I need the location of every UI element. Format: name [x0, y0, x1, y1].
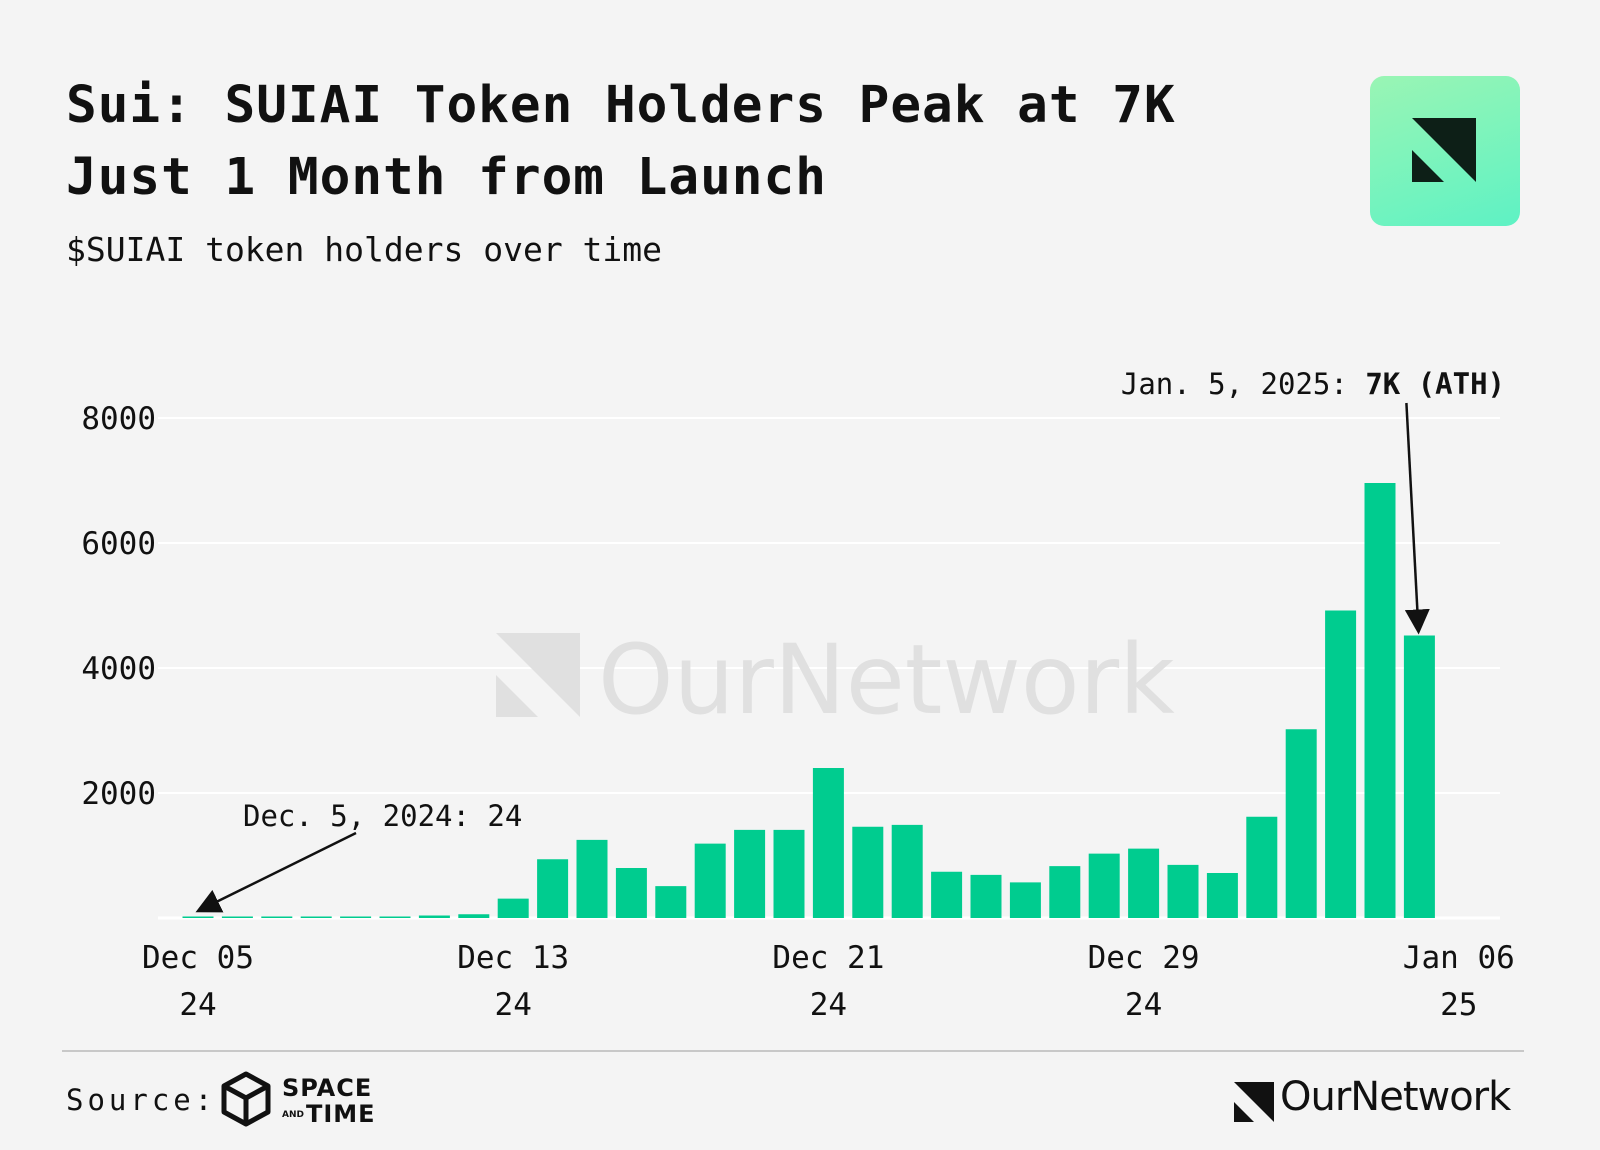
- watermark-text: OurNetwork: [598, 624, 1175, 736]
- ournetwork-footer-mark-icon: [1234, 1082, 1274, 1122]
- bar: [221, 916, 253, 918]
- bars: [182, 483, 1435, 918]
- x-tick-label: Dec 05: [142, 940, 254, 976]
- bar: [970, 874, 1002, 918]
- space-and-time-brand-and: AND: [282, 1110, 304, 1120]
- bar: [1128, 848, 1160, 918]
- watermark: OurNetwork: [496, 624, 1175, 736]
- y-tick-label: 2000: [81, 776, 156, 812]
- space-and-time-brand-time: TIME: [306, 1100, 376, 1128]
- ournetwork-footer-text: OurNetwork: [1280, 1074, 1511, 1120]
- ournetwork-footer-logo: OurNetwork: [1232, 1074, 1532, 1130]
- bar: [1285, 729, 1317, 918]
- annotation-peak: Jan. 5, 2025: 7K (ATH): [1121, 367, 1505, 401]
- space-and-time-logo: SPACE AND TIME: [220, 1070, 390, 1130]
- x-axis-ticks: Dec 05 24 Dec 13 24 Dec 21 24 Dec 29 24 Jan 06 25: [142, 940, 1515, 1023]
- x-tick-year-label: 24: [179, 987, 216, 1023]
- bar: [1325, 610, 1357, 918]
- y-tick-label: 8000: [81, 401, 156, 437]
- bar: [261, 916, 293, 918]
- chart-subtitle: $SUIAI token holders over time: [66, 230, 663, 269]
- bar: [773, 829, 805, 918]
- bar: [379, 916, 411, 918]
- ournetwork-mark-icon: [1412, 118, 1476, 182]
- chart-title: Sui: SUIAI Token Holders Peak at 7K Just…: [66, 70, 1326, 214]
- x-tick-year-label: 24: [810, 987, 847, 1023]
- y-tick-label: 6000: [81, 526, 156, 562]
- footer-divider: [62, 1050, 1524, 1052]
- bar: [576, 839, 608, 918]
- bar: [182, 916, 214, 918]
- bar: [615, 868, 647, 918]
- bar: [1246, 816, 1278, 918]
- source-label: Source:: [66, 1083, 217, 1117]
- bar: [812, 768, 844, 918]
- bar: [852, 826, 884, 918]
- x-tick-year-label: 25: [1440, 987, 1477, 1023]
- bar: [1049, 866, 1081, 918]
- bar: [300, 916, 332, 918]
- bar: [891, 824, 923, 918]
- bar: [931, 871, 963, 918]
- bar: [458, 914, 490, 918]
- x-tick-year-label: 24: [495, 987, 532, 1023]
- annotation-start: Dec. 5, 2024: 24: [243, 799, 522, 833]
- y-tick-label: 4000: [81, 651, 156, 687]
- bar: [1009, 882, 1041, 918]
- bar: [734, 829, 766, 918]
- bar: [497, 898, 529, 918]
- bar: [1364, 483, 1396, 918]
- bar: [694, 843, 726, 918]
- ournetwork-badge-logo: [1370, 76, 1520, 226]
- x-tick-label: Jan 06: [1403, 940, 1515, 976]
- space-and-time-cube-icon: [221, 1071, 271, 1127]
- annotation-start-arrow: [195, 831, 357, 913]
- x-tick-label: Dec 13: [457, 940, 569, 976]
- bar: [1206, 873, 1238, 918]
- watermark-mark-icon-lower: [496, 675, 538, 717]
- bar: [340, 916, 372, 918]
- bar: [418, 915, 450, 918]
- annotation-peak-arrow: [1404, 402, 1430, 635]
- title-line-2: Just 1 Month from Launch: [66, 148, 827, 207]
- space-and-time-brand-space: SPACE: [282, 1074, 373, 1102]
- watermark-mark-icon: [496, 633, 580, 717]
- bar: [537, 859, 569, 918]
- y-axis-ticks: 2000 4000 6000 8000: [81, 401, 156, 812]
- bar: [1088, 853, 1120, 918]
- x-tick-label: Dec 29: [1088, 940, 1200, 976]
- x-tick-label: Dec 21: [772, 940, 884, 976]
- bar: [655, 886, 687, 918]
- title-line-1: Sui: SUIAI Token Holders Peak at 7K: [66, 76, 1176, 135]
- x-tick-year-label: 24: [1125, 987, 1162, 1023]
- annotations: Dec. 5, 2024: 24 Jan. 5, 2025: 7K (ATH): [195, 367, 1505, 913]
- bar: [1403, 635, 1435, 918]
- bar: [1167, 864, 1199, 918]
